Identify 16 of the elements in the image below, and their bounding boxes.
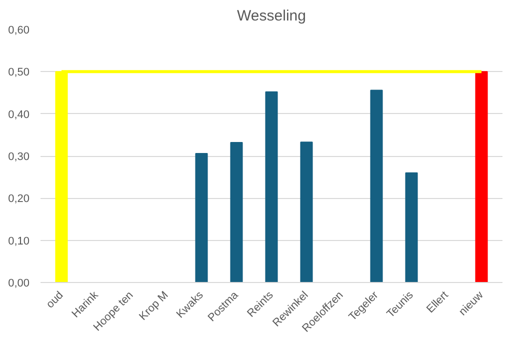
bar bbox=[370, 90, 383, 282]
y-tick-label: 0,20 bbox=[8, 193, 30, 206]
y-tick-label: 0,30 bbox=[8, 151, 30, 163]
y-tick-label: 0,40 bbox=[8, 108, 30, 121]
bar bbox=[195, 152, 208, 282]
y-tick-label: 0,00 bbox=[8, 278, 30, 290]
y-tick-label: 0,60 bbox=[8, 24, 30, 36]
bar bbox=[300, 142, 313, 282]
chart-title: Wesseling bbox=[237, 8, 306, 24]
bar bbox=[405, 172, 418, 282]
x-tick-label: oud bbox=[44, 289, 66, 311]
y-tick-label: 0,10 bbox=[8, 235, 30, 248]
bar bbox=[230, 142, 243, 282]
bar bbox=[475, 71, 488, 282]
y-tick-label: 0,50 bbox=[8, 66, 30, 79]
bar bbox=[265, 91, 278, 282]
